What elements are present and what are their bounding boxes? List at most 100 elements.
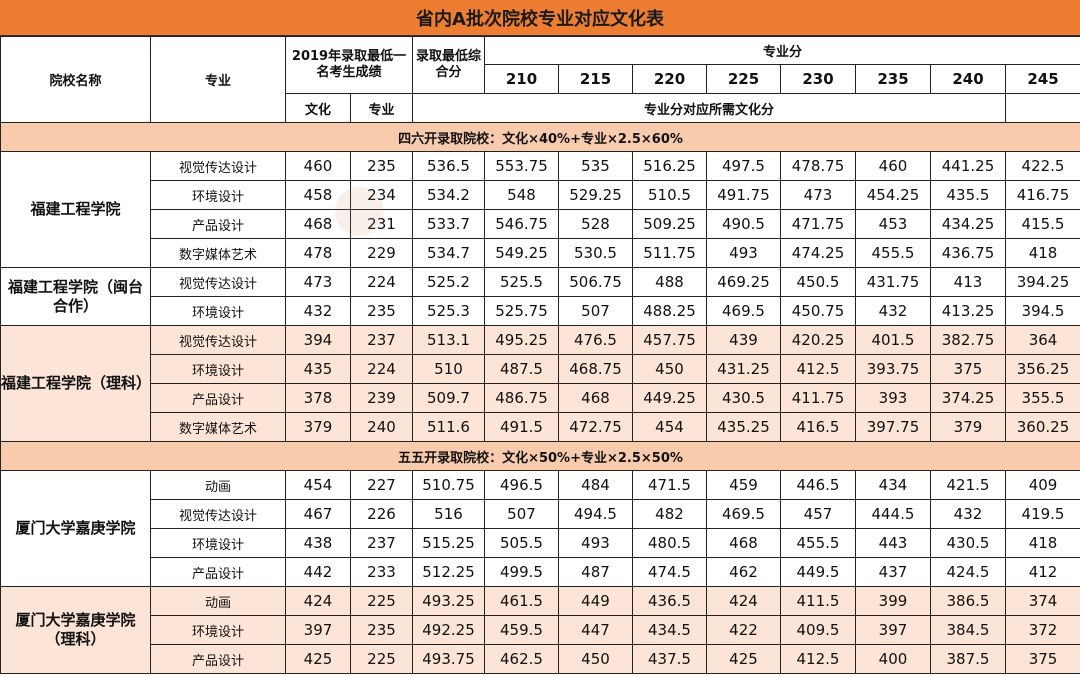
required-culture-cell: 444.5 <box>855 499 931 529</box>
required-culture-cell: 484 <box>558 470 633 500</box>
table-row: 福建工程学院 视觉传达设计 460 235 536.5 553.75 535 516.25 49… <box>0 151 1080 268</box>
table-row: 产品设计 468 231 533.7 546.75 528 509.25 490.5 471.7… <box>1 209 1080 239</box>
required-culture-cell: 394.5 <box>1004 296 1080 326</box>
required-culture-cell: 441.25 <box>930 151 1006 181</box>
required-culture-cell: 360.25 <box>1004 412 1080 442</box>
required-culture-cell: 397 <box>855 615 931 645</box>
required-culture-cell: 372 <box>1004 615 1080 645</box>
required-culture-cell: 439 <box>706 325 781 355</box>
required-culture-cell: 471.5 <box>632 470 707 500</box>
composite-score-cell: 493.25 <box>412 586 485 616</box>
required-culture-cell: 434.5 <box>632 615 707 645</box>
major-cell: 视觉传达设计 <box>150 325 286 355</box>
required-culture-cell: 449.5 <box>780 557 856 587</box>
culture-score-cell: 460 <box>285 151 351 181</box>
school-name: 厦门大学嘉庚学院（理科） <box>0 586 151 674</box>
header-score-col: 240 <box>930 64 1006 94</box>
header-score-col: 230 <box>780 64 856 94</box>
header-specialty: 专业 <box>350 93 413 123</box>
major-cell: 环境设计 <box>150 296 286 326</box>
required-culture-cell: 546.75 <box>484 209 559 239</box>
major-cell: 产品设计 <box>150 209 286 239</box>
required-culture-cell: 394.25 <box>1004 267 1080 297</box>
required-culture-cell: 415.5 <box>1004 209 1080 239</box>
major-cell: 视觉传达设计 <box>150 267 286 297</box>
required-culture-cell: 528 <box>558 209 633 239</box>
culture-score-cell: 425 <box>285 644 351 674</box>
required-culture-cell: 553.75 <box>484 151 559 181</box>
required-culture-cell: 418 <box>1004 528 1080 558</box>
required-culture-cell: 397.75 <box>855 412 931 442</box>
composite-score-cell: 534.2 <box>412 180 485 210</box>
required-culture-cell: 461.5 <box>484 586 559 616</box>
composite-score-cell: 493.75 <box>412 644 485 674</box>
table-title: 省内A批次院校专业对应文化表 <box>0 0 1080 36</box>
table-row: 产品设计 425 225 493.75 462.5 450 437.5 425 412.5 400… <box>1 644 1080 674</box>
major-cell: 环境设计 <box>150 615 286 645</box>
required-culture-cell: 459.5 <box>484 615 559 645</box>
culture-score-cell: 394 <box>285 325 351 355</box>
required-culture-cell: 422.5 <box>1004 151 1080 181</box>
required-culture-cell: 488 <box>632 267 707 297</box>
required-culture-cell: 494.5 <box>558 499 633 529</box>
header-prev-year: 2019年录取最低一名考生成绩 <box>285 36 413 94</box>
specialty-score-cell: 233 <box>350 557 413 587</box>
section-header: 四六开录取院校：文化×40%+专业×2.5×60% <box>0 122 1080 152</box>
required-culture-cell: 446.5 <box>780 470 856 500</box>
required-culture-cell: 411.75 <box>780 383 856 413</box>
required-culture-cell: 455.5 <box>855 238 931 268</box>
required-culture-cell: 416.5 <box>780 412 856 442</box>
required-culture-cell: 457.75 <box>632 325 707 355</box>
required-culture-cell: 375 <box>930 354 1006 384</box>
required-culture-cell: 457 <box>780 499 856 529</box>
required-culture-cell: 529.25 <box>558 180 633 210</box>
required-culture-cell: 455.5 <box>780 528 856 558</box>
required-culture-cell: 473 <box>780 180 856 210</box>
required-culture-cell: 490.5 <box>706 209 781 239</box>
required-culture-cell: 420.25 <box>780 325 856 355</box>
required-culture-cell: 430.5 <box>930 528 1006 558</box>
header-culture: 文化 <box>285 93 351 123</box>
composite-score-cell: 533.7 <box>412 209 485 239</box>
header-score-col: 225 <box>706 64 781 94</box>
required-culture-cell: 356.25 <box>1004 354 1080 384</box>
composite-score-cell: 525.2 <box>412 267 485 297</box>
composite-score-cell: 516 <box>412 499 485 529</box>
required-culture-cell: 412.5 <box>780 354 856 384</box>
culture-score-cell: 458 <box>285 180 351 210</box>
specialty-score-cell: 240 <box>350 412 413 442</box>
specialty-score-cell: 224 <box>350 354 413 384</box>
specialty-score-cell: 237 <box>350 528 413 558</box>
school-name: 福建工程学院（闽台合作） <box>0 267 151 326</box>
required-culture-cell: 454.25 <box>855 180 931 210</box>
culture-score-cell: 432 <box>285 296 351 326</box>
culture-score-cell: 397 <box>285 615 351 645</box>
required-culture-cell: 507 <box>558 296 633 326</box>
required-culture-cell: 549.25 <box>484 238 559 268</box>
required-culture-cell: 437.5 <box>632 644 707 674</box>
required-culture-cell: 374.25 <box>930 383 1006 413</box>
table-row: 数字媒体艺术 478 229 534.7 549.25 530.5 511.75 493 474… <box>1 238 1080 268</box>
required-culture-cell: 424.5 <box>930 557 1006 587</box>
required-culture-cell: 468 <box>558 383 633 413</box>
required-culture-cell: 495.25 <box>484 325 559 355</box>
composite-score-cell: 513.1 <box>412 325 485 355</box>
required-culture-cell: 525.75 <box>484 296 559 326</box>
required-culture-cell: 375 <box>1004 644 1080 674</box>
required-culture-cell: 432 <box>855 296 931 326</box>
required-culture-cell: 511.75 <box>632 238 707 268</box>
composite-score-cell: 525.3 <box>412 296 485 326</box>
required-culture-cell: 474.5 <box>632 557 707 587</box>
header-major: 专业 <box>150 36 286 123</box>
composite-score-cell: 509.7 <box>412 383 485 413</box>
required-culture-cell: 480.5 <box>632 528 707 558</box>
required-culture-cell: 491.5 <box>484 412 559 442</box>
table-row: 环境设计 432 235 525.3 525.75 507 488.25 469.5 450.7… <box>1 296 1080 326</box>
table-row: 产品设计 378 239 509.7 486.75 468 449.25 430.5 411.7… <box>1 383 1080 413</box>
header-score-col: 245 <box>1004 64 1080 94</box>
required-culture-cell: 435.5 <box>930 180 1006 210</box>
major-cell: 产品设计 <box>150 383 286 413</box>
culture-score-cell: 424 <box>285 586 351 616</box>
required-culture-cell: 510.5 <box>632 180 707 210</box>
